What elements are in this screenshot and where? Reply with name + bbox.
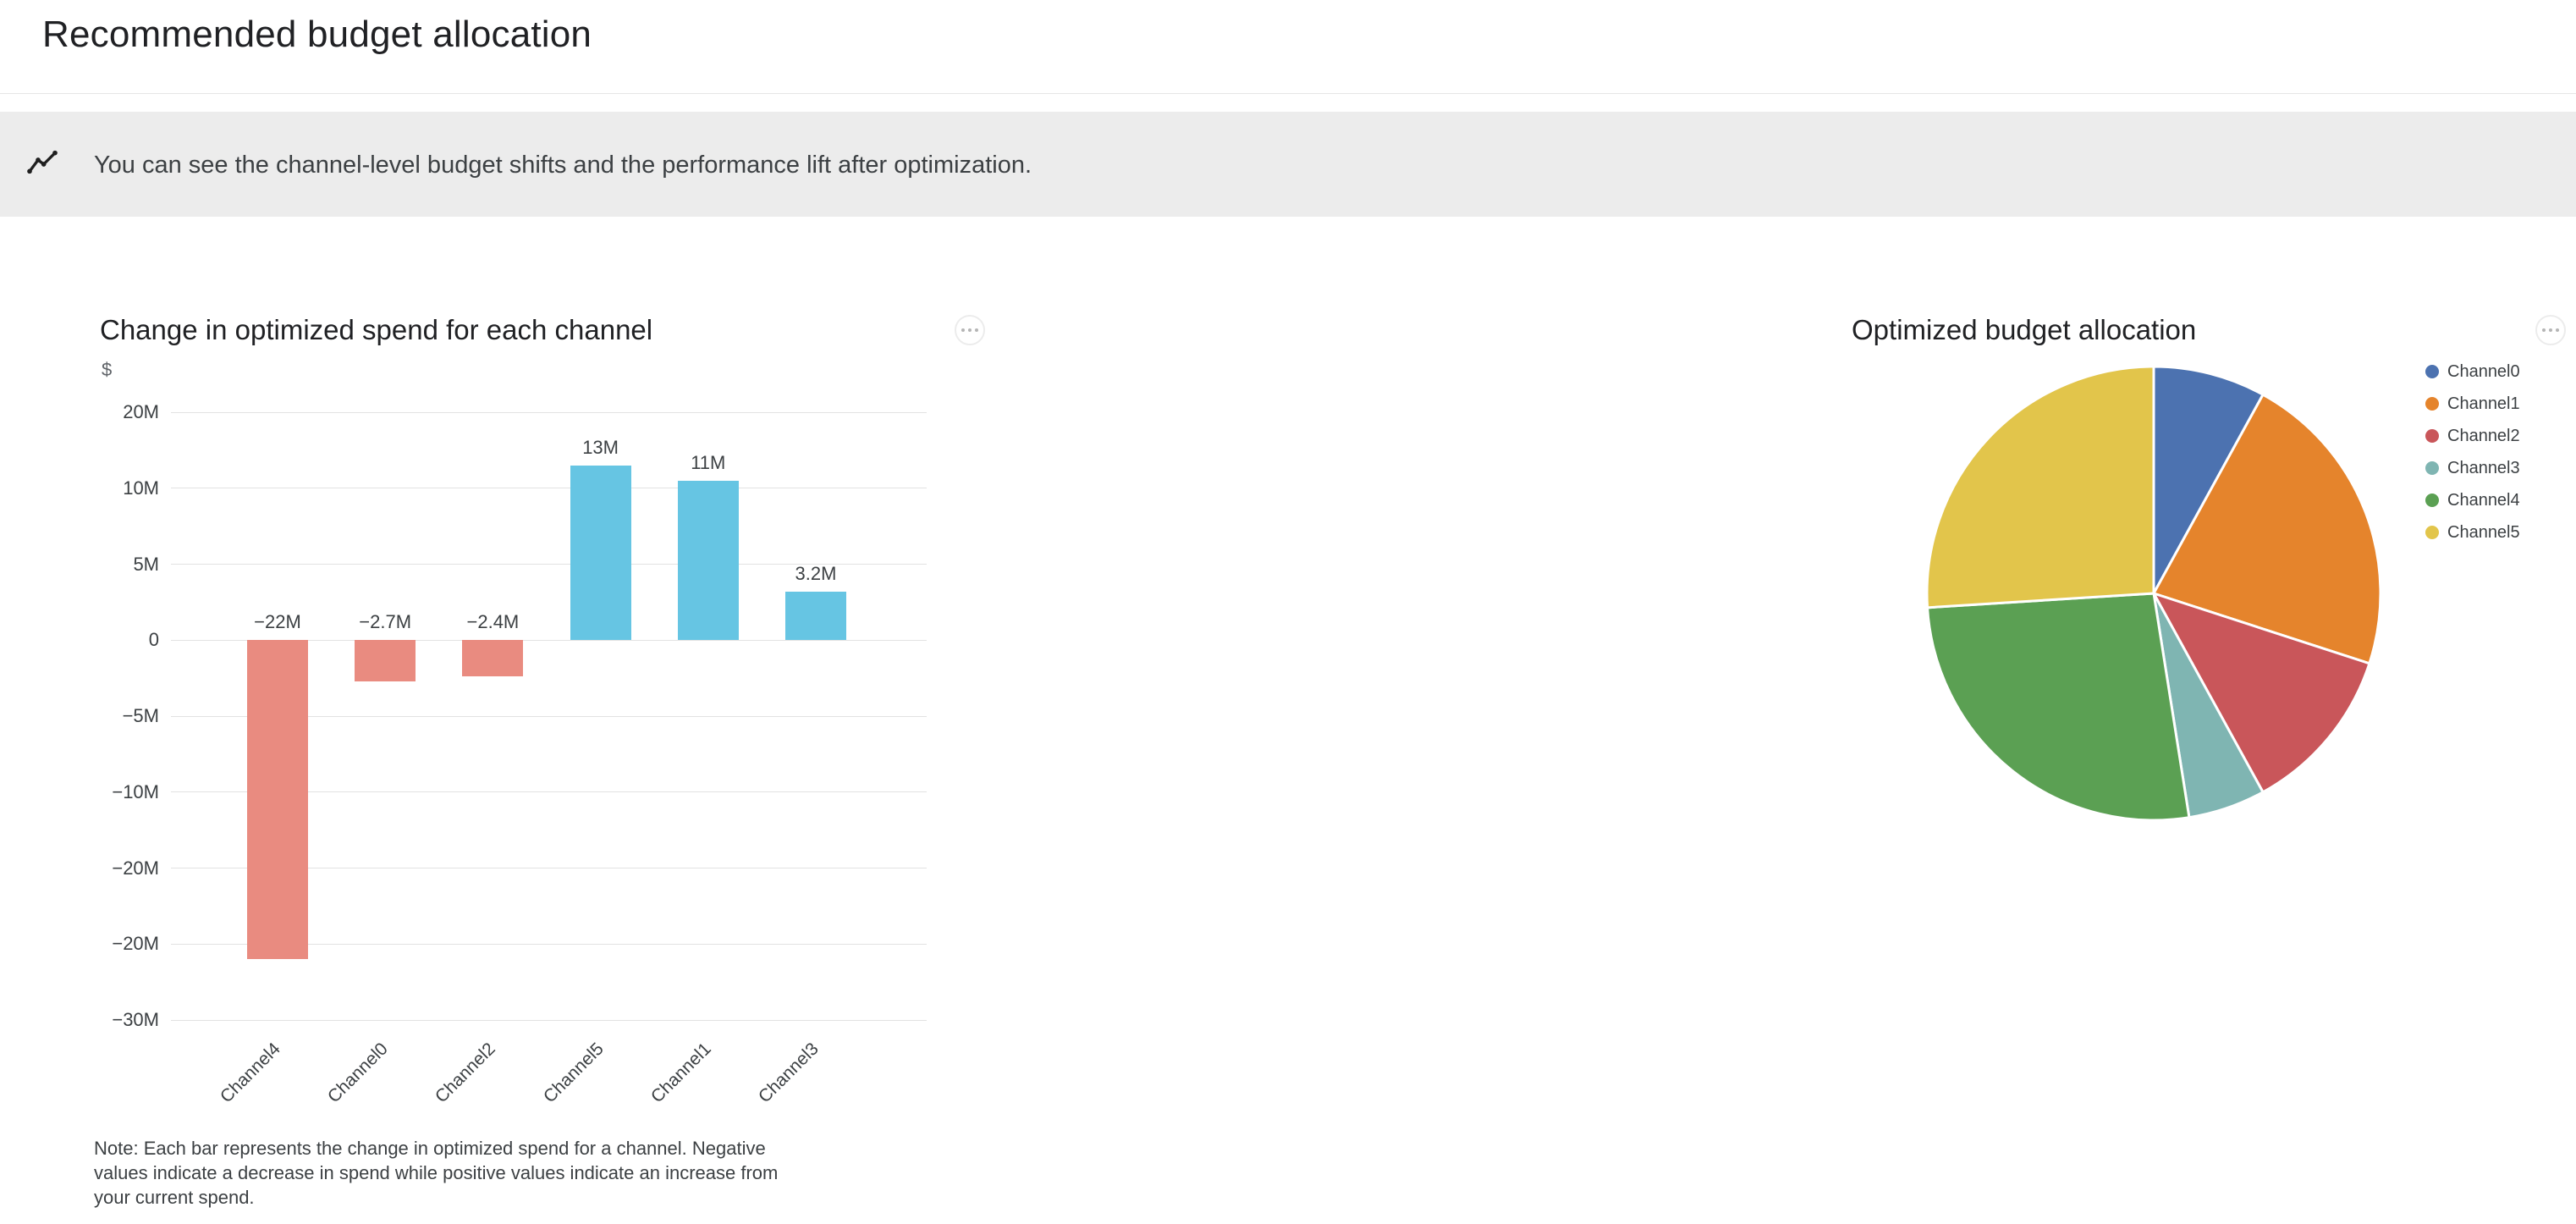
bar-value-label: −2.7M <box>359 611 412 633</box>
legend-item-Channel0[interactable]: Channel0 <box>2425 356 2520 388</box>
y-tick-label: 10M <box>123 477 159 499</box>
legend-label: Channel4 <box>2447 490 2520 510</box>
bar-value-label: 3.2M <box>795 562 837 584</box>
legend-color-dot <box>2425 461 2439 475</box>
bar-chart-plot: 20M 10M 5M 0 −5M −10M −20M −20M −30M −22M Channel4… <box>112 401 927 1106</box>
pie-slice-Channel1[interactable] <box>2152 393 2382 665</box>
bar-value-label: 13M <box>582 436 619 458</box>
y-gridline <box>171 1019 927 1021</box>
page-title: Recommended budget allocation <box>42 14 592 55</box>
bar-Channel4[interactable] <box>247 640 308 960</box>
y-tick-label: −30M <box>112 1009 159 1030</box>
bar-value-label: −22M <box>254 611 301 633</box>
y-gridline <box>171 791 927 793</box>
legend-color-dot <box>2425 429 2439 443</box>
pie-chart-title: Optimized budget allocation <box>1852 314 2197 345</box>
legend-item-Channel1[interactable]: Channel1 <box>2425 388 2520 420</box>
pie-legend: Channel0 Channel1 Channel2 Channel3 Channel4… <box>2425 356 2520 549</box>
y-tick-label: 0 <box>148 629 159 651</box>
bar-Channel0[interactable] <box>355 640 416 681</box>
chart-footnote: Note: Each bar represents the change in … <box>94 1138 779 1208</box>
y-tick-label: −5M <box>122 705 159 726</box>
bar-value-label: −2.4M <box>466 611 520 633</box>
legend-label: Channel5 <box>2447 522 2520 542</box>
x-axis-label: Channel0 <box>324 1039 392 1107</box>
bar-Channel3[interactable] <box>785 591 846 641</box>
dot <box>961 328 965 332</box>
y-tick-label: −20M <box>112 857 159 879</box>
legend-label: Channel3 <box>2447 458 2520 477</box>
legend-item-Channel5[interactable]: Channel5 <box>2425 516 2520 549</box>
legend-color-dot <box>2425 493 2439 507</box>
dot <box>2542 328 2546 332</box>
banner-text: You can see the channel-level budget shi… <box>94 152 1032 179</box>
bar-chart-title: Change in optimized spend for each chann… <box>100 314 653 345</box>
pie-slice-Channel2[interactable] <box>2152 592 2371 794</box>
pie-slice-Channel0[interactable] <box>2152 365 2265 595</box>
legend-item-Channel3[interactable]: Channel3 <box>2425 452 2520 484</box>
info-banner: You can see the channel-level budget shi… <box>0 112 2576 217</box>
x-axis-label: Channel3 <box>754 1039 823 1107</box>
bar-value-label: 11M <box>691 451 726 473</box>
y-tick-label: 5M <box>133 553 159 575</box>
bar-Channel5[interactable] <box>570 465 631 641</box>
x-axis-label: Channel2 <box>432 1039 500 1107</box>
legend-color-dot <box>2425 397 2439 411</box>
legend-label: Channel1 <box>2447 394 2520 413</box>
bar-Channel1[interactable] <box>677 480 739 641</box>
y-tick-label: 20M <box>123 401 159 422</box>
x-axis-label: Channel1 <box>647 1039 715 1107</box>
legend-item-Channel2[interactable]: Channel2 <box>2425 420 2520 452</box>
x-axis-label: Channel5 <box>539 1039 608 1107</box>
pie-slice-Channel5[interactable] <box>1925 365 2155 609</box>
legend-color-dot <box>2425 365 2439 378</box>
more-options-icon[interactable] <box>955 315 985 345</box>
legend-item-Channel4[interactable]: Channel4 <box>2425 484 2520 516</box>
header-divider <box>0 93 2576 94</box>
pie-chart-svg <box>1925 365 2382 822</box>
y-gridline <box>171 411 927 413</box>
bar-Channel2[interactable] <box>462 640 524 677</box>
y-tick-label: −20M <box>112 933 159 955</box>
dot <box>2549 328 2552 332</box>
dot <box>968 328 972 332</box>
insights-icon <box>25 147 59 181</box>
x-axis-label: Channel4 <box>216 1039 284 1107</box>
dot <box>975 328 978 332</box>
y-gridline <box>171 715 927 717</box>
legend-label: Channel2 <box>2447 426 2520 445</box>
y-gridline <box>171 639 927 641</box>
y-gridline <box>171 564 927 565</box>
legend-color-dot <box>2425 526 2439 539</box>
y-gridline <box>171 943 927 945</box>
y-axis-unit-label: $ <box>102 359 113 380</box>
dot <box>2556 328 2559 332</box>
legend-label: Channel0 <box>2447 361 2520 381</box>
more-options-icon[interactable] <box>2535 315 2566 345</box>
pie-slice-Channel4[interactable] <box>1926 592 2191 822</box>
y-tick-label: −10M <box>112 780 159 802</box>
